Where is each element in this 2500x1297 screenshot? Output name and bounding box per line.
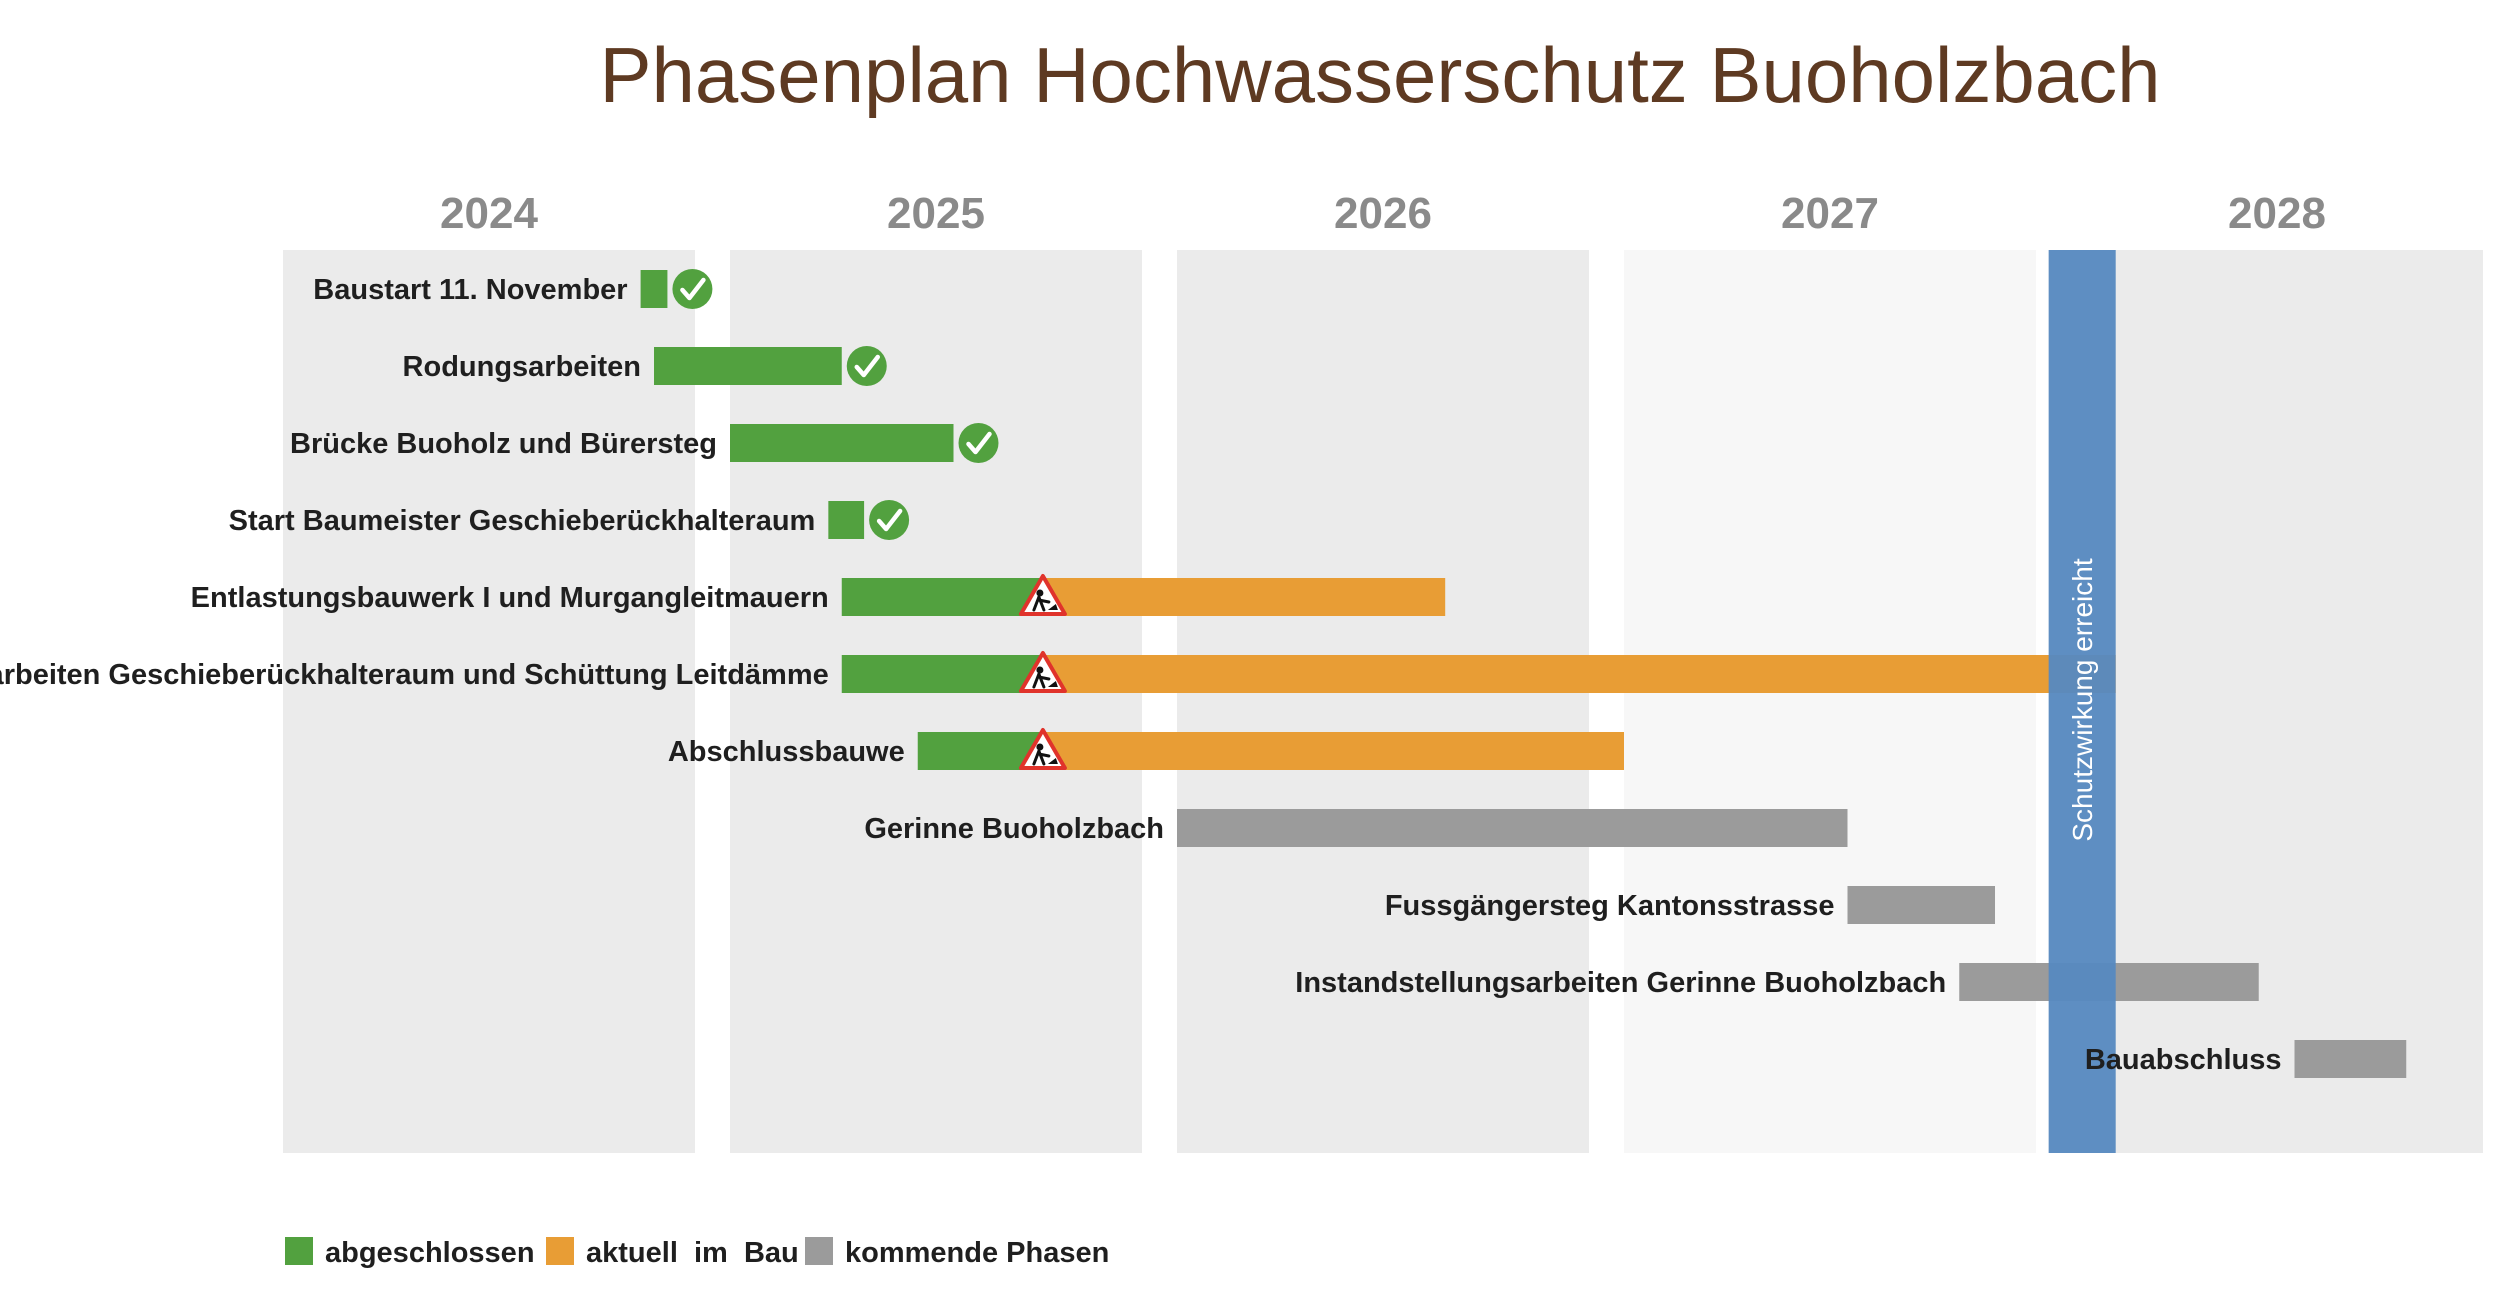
- construction-icon: [1018, 574, 1067, 616]
- task-row: [841, 574, 1446, 616]
- year-label-2027: 2027: [1781, 189, 1879, 238]
- construction-icon: [1018, 651, 1067, 693]
- task-row: [730, 423, 999, 463]
- task-label: Erdarbeiten Geschieberückhalteraum und S…: [0, 659, 829, 691]
- task-label: Abschlussbauwe: [668, 736, 905, 768]
- task-label: Entlastungsbauwerk I und Murgangleitmaue…: [191, 582, 829, 614]
- year-label-2024: 2024: [440, 189, 538, 238]
- year-band-2025: [730, 250, 1142, 1153]
- task-label: Bauabschluss: [2085, 1044, 2282, 1076]
- year-label-2028: 2028: [2228, 189, 2326, 238]
- task-bar-kommende-phasen: [1177, 809, 1848, 847]
- task-row: [654, 346, 887, 386]
- legend-item: kommende Phasen: [805, 1237, 1109, 1269]
- year-label-2026: 2026: [1334, 189, 1432, 238]
- task-bar-abgeschlossen: [654, 347, 842, 385]
- year-band-2028: [2071, 250, 2483, 1153]
- milestone: Schutzwirkung erreicht: [2048, 250, 2116, 1153]
- legend-item: abgeschlossen: [285, 1237, 535, 1269]
- legend-label: kommende Phasen: [845, 1237, 1109, 1269]
- task-label: Gerinne Buoholzbach: [864, 813, 1164, 845]
- milestone-band: [2048, 250, 2116, 1153]
- year-band-2024: [283, 250, 695, 1153]
- task-label: Baustart 11. November: [313, 274, 627, 306]
- year-band-2026: [1177, 250, 1589, 1153]
- legend-swatch: [546, 1237, 574, 1265]
- year-bands: 2024 2025 2026 2027 2028: [283, 189, 2483, 1153]
- task-row: [1177, 809, 1848, 847]
- task-bar-aktuell-im-bau: [1042, 732, 1624, 770]
- task-bar-kommende-phasen: [2294, 1040, 2407, 1078]
- check-icon: [846, 346, 887, 386]
- task-label: Start Baumeister Geschieberückhalteraum: [229, 505, 816, 537]
- task-row: [640, 269, 713, 309]
- check-icon: [672, 269, 713, 309]
- task-bar-abgeschlossen: [730, 424, 954, 462]
- legend-swatch: [805, 1237, 833, 1265]
- task-bars: [640, 269, 2407, 1078]
- legend-swatch: [285, 1237, 313, 1265]
- legend: abgeschlossen aktuell im Bau kommende Phas…: [285, 1237, 1109, 1269]
- construction-icon: [1018, 728, 1067, 770]
- milestone-label: Schutzwirkung erreicht: [2067, 558, 2098, 841]
- task-row: [828, 500, 910, 540]
- task-labels: Baustart 11. November Rodungsarbeiten Brüc…: [0, 274, 2282, 1076]
- task-label: Fussgängersteg Kantonsstrasse: [1385, 890, 1835, 922]
- task-label: Brücke Buoholz und Bürersteg: [290, 428, 717, 460]
- task-row: [2294, 1040, 2407, 1078]
- task-bar-abgeschlossen: [841, 655, 1043, 693]
- task-row: [917, 728, 1624, 770]
- task-bar-kommende-phasen: [1847, 886, 1996, 924]
- year-band-2027: [1624, 250, 2036, 1153]
- check-icon: [869, 500, 910, 540]
- task-label: Instandstellungsarbeiten Gerinne Buoholz…: [1295, 967, 1946, 999]
- task-bar-abgeschlossen: [841, 578, 1043, 616]
- task-row: [1847, 886, 1996, 924]
- check-icon: [958, 423, 999, 463]
- year-label-2025: 2025: [887, 189, 985, 238]
- task-label: Rodungsarbeiten: [403, 351, 641, 383]
- task-bar-aktuell-im-bau: [1042, 578, 1446, 616]
- legend-item: aktuell im Bau: [546, 1237, 799, 1269]
- task-row: [841, 651, 2116, 693]
- task-bar-abgeschlossen: [828, 501, 865, 539]
- task-bar-aktuell-im-bau: [1042, 655, 2116, 693]
- legend-label: abgeschlossen: [325, 1237, 535, 1269]
- task-bar-abgeschlossen: [640, 270, 668, 308]
- chart-title: Phasenplan Hochwasserschutz Buoholzbach: [600, 31, 2161, 119]
- legend-label: aktuell im Bau: [586, 1237, 799, 1269]
